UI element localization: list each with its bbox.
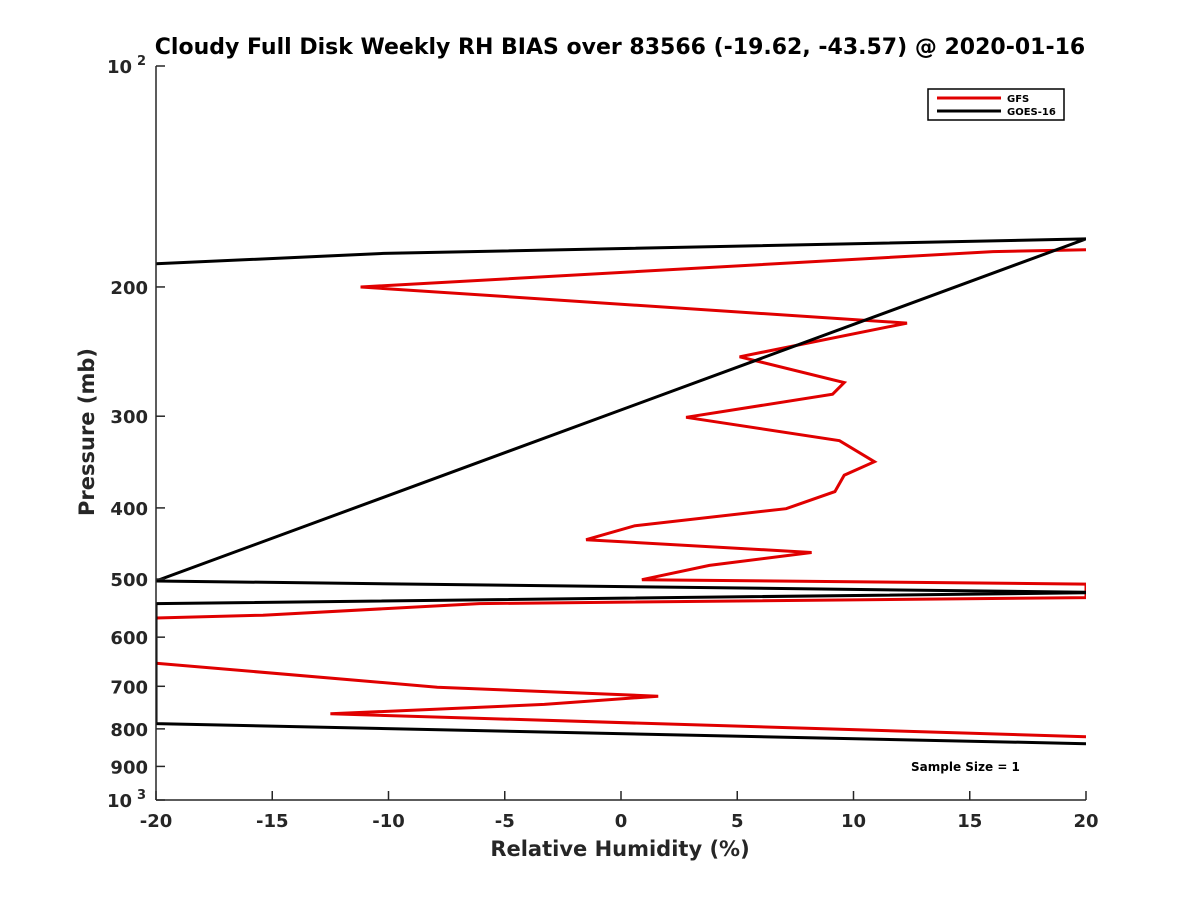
y-tick-label: 200	[110, 278, 148, 299]
y-tick-exponent: 3	[137, 788, 146, 803]
legend-label: GFS	[1007, 94, 1029, 105]
axes: -20 -15 -10 -5 0 5 10 15 20 10 2 200 300 400 500 600 700…	[107, 54, 1099, 832]
chart-title: Cloudy Full Disk Weekly RH BIAS over 835…	[155, 35, 1085, 60]
series-line-gfs	[156, 248, 1086, 739]
y-tick-label: 800	[110, 720, 148, 741]
x-tick-label: 5	[731, 811, 744, 832]
x-tick-label: -5	[495, 811, 515, 832]
legend-box	[927, 88, 1065, 121]
y-tick-label: 700	[110, 677, 148, 698]
y-tick-label: 10	[107, 791, 132, 812]
y-tick-label: 500	[110, 570, 148, 591]
y-tick-label: 600	[110, 628, 148, 649]
y-tick-label: 900	[110, 757, 148, 778]
x-tick-label: 15	[957, 811, 982, 832]
x-tick-label: -15	[256, 811, 289, 832]
x-tick-label: -20	[140, 811, 173, 832]
y-tick-label: 400	[110, 499, 148, 520]
plot-area	[156, 237, 1086, 746]
legend: GFS GOES-16	[927, 88, 1065, 121]
legend-label: GOES-16	[1007, 107, 1056, 118]
sample-size-annotation: Sample Size = 1	[911, 760, 1020, 774]
x-tick-label: -10	[372, 811, 405, 832]
y-axis-label: Pressure (mb)	[75, 348, 99, 516]
y-tick-exponent: 2	[137, 54, 146, 69]
series-line-goes-16	[156, 237, 1086, 746]
x-tick-label: 0	[615, 811, 628, 832]
x-tick-label: 20	[1073, 811, 1098, 832]
y-tick-label: 10	[107, 57, 132, 78]
y-tick-label: 300	[110, 407, 148, 428]
x-tick-label: 10	[841, 811, 866, 832]
x-axis-label: Relative Humidity (%)	[490, 837, 749, 861]
